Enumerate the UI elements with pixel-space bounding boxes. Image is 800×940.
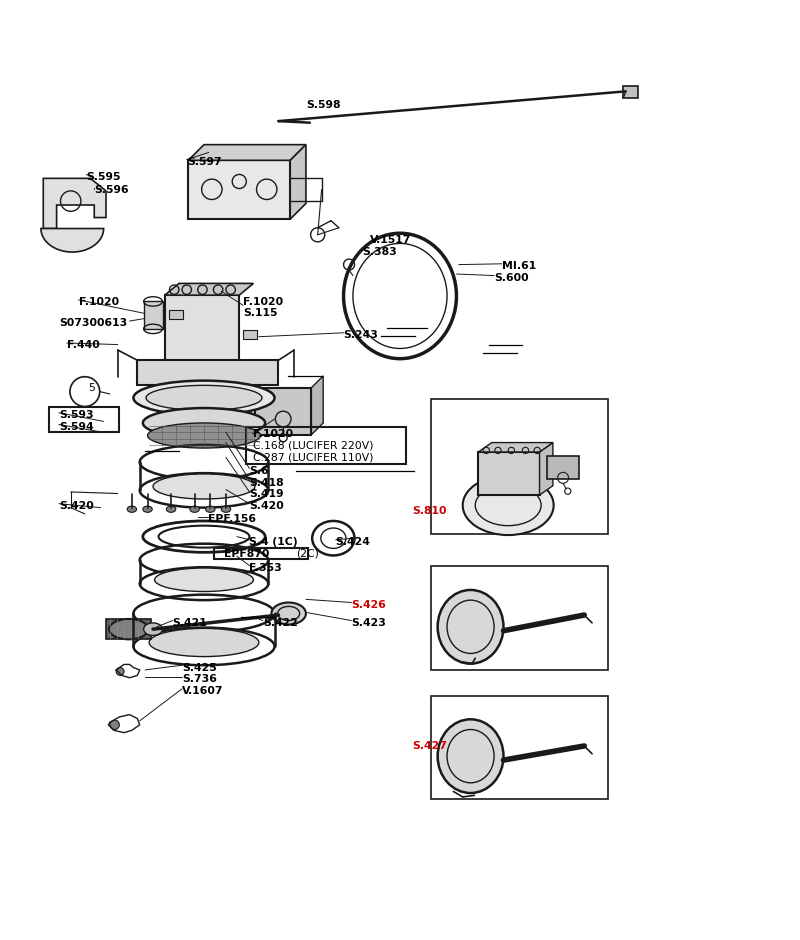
Bar <box>49 407 119 432</box>
Bar <box>547 456 578 479</box>
Text: EPF.156: EPF.156 <box>208 513 256 524</box>
Text: S.418: S.418 <box>250 478 284 488</box>
Text: S.420: S.420 <box>250 501 284 511</box>
Text: S.427: S.427 <box>412 741 446 751</box>
Bar <box>431 400 608 534</box>
Bar <box>478 452 539 495</box>
Text: S.593: S.593 <box>59 410 94 420</box>
Bar <box>169 310 183 320</box>
Text: V.1607: V.1607 <box>182 686 223 697</box>
Text: (2C): (2C) <box>297 549 319 559</box>
Bar <box>431 696 608 799</box>
Bar <box>246 427 406 463</box>
Text: S.420: S.420 <box>59 501 94 511</box>
Polygon shape <box>478 443 553 452</box>
Polygon shape <box>311 376 323 434</box>
Bar <box>165 295 239 378</box>
Bar <box>138 360 278 385</box>
Ellipse shape <box>462 476 554 535</box>
Bar <box>214 548 308 559</box>
Ellipse shape <box>109 619 148 639</box>
Bar <box>144 302 163 329</box>
Bar <box>623 86 638 98</box>
Text: C.168 (LUCIFER 220V): C.168 (LUCIFER 220V) <box>253 441 373 450</box>
Ellipse shape <box>143 506 152 512</box>
Text: S.383: S.383 <box>362 247 397 257</box>
Ellipse shape <box>134 381 274 415</box>
Text: S.419: S.419 <box>250 490 284 499</box>
Text: C.287 (LUCIFER 110V): C.287 (LUCIFER 110V) <box>253 452 373 462</box>
Text: V.1517: V.1517 <box>370 235 411 245</box>
Text: S.736: S.736 <box>182 674 217 684</box>
Circle shape <box>116 667 124 676</box>
Ellipse shape <box>438 719 503 793</box>
Bar <box>431 567 608 670</box>
Text: S.115: S.115 <box>243 308 278 319</box>
Text: F.1020: F.1020 <box>78 297 118 307</box>
Text: S.421: S.421 <box>173 618 207 628</box>
Text: F.1020: F.1020 <box>243 297 283 307</box>
Circle shape <box>110 720 119 729</box>
Text: MI.61: MI.61 <box>502 261 536 271</box>
Bar <box>243 330 258 339</box>
Text: S.596: S.596 <box>94 185 129 196</box>
Text: S.422: S.422 <box>262 618 298 628</box>
Polygon shape <box>41 228 104 252</box>
Text: S07300613: S07300613 <box>59 318 127 328</box>
Text: S.597: S.597 <box>186 157 222 167</box>
Text: S.6: S.6 <box>250 466 269 476</box>
Text: F.353: F.353 <box>250 563 282 573</box>
Ellipse shape <box>166 506 176 512</box>
Ellipse shape <box>222 506 230 512</box>
Text: EPF870: EPF870 <box>224 549 269 559</box>
Text: F.1020: F.1020 <box>253 429 293 439</box>
Bar <box>255 387 311 434</box>
Ellipse shape <box>143 408 265 438</box>
Text: S.594: S.594 <box>59 422 94 431</box>
Bar <box>106 619 151 638</box>
Ellipse shape <box>127 506 137 512</box>
Ellipse shape <box>144 623 162 635</box>
Ellipse shape <box>271 603 306 624</box>
Text: F.440: F.440 <box>67 339 99 350</box>
Text: S.600: S.600 <box>494 273 529 283</box>
Bar <box>188 161 290 219</box>
Polygon shape <box>43 179 106 228</box>
Text: 5: 5 <box>88 384 95 394</box>
Ellipse shape <box>153 474 255 499</box>
Text: S.426: S.426 <box>351 600 386 610</box>
Polygon shape <box>165 283 254 295</box>
Ellipse shape <box>154 568 254 591</box>
Text: S.810: S.810 <box>412 506 446 516</box>
Text: S.425: S.425 <box>182 663 217 672</box>
Ellipse shape <box>147 423 261 448</box>
Ellipse shape <box>149 628 259 657</box>
Polygon shape <box>290 145 306 219</box>
Ellipse shape <box>438 590 503 664</box>
Polygon shape <box>188 145 306 161</box>
Ellipse shape <box>206 506 215 512</box>
Ellipse shape <box>146 385 262 411</box>
Text: S.598: S.598 <box>306 101 341 110</box>
Polygon shape <box>539 443 553 495</box>
Text: S.424: S.424 <box>336 537 370 547</box>
Text: S.423: S.423 <box>351 618 386 628</box>
Text: S.4 (1C): S.4 (1C) <box>250 537 298 547</box>
Ellipse shape <box>190 506 199 512</box>
Text: S.243: S.243 <box>343 330 378 340</box>
Text: S.595: S.595 <box>86 172 121 181</box>
